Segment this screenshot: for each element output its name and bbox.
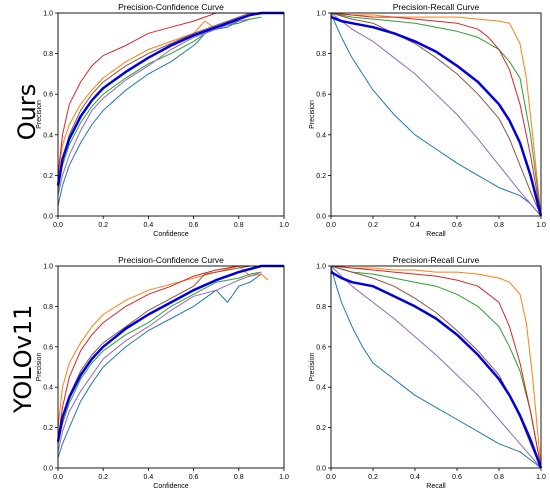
- chart-ours-pc-plot-frame: [57, 12, 285, 217]
- chart-ours-pc-title: Precision-Confidence Curve: [118, 2, 224, 12]
- chart-yolo-pc-y-tick-label: 0.0: [43, 466, 53, 473]
- chart-yolo-pc-x-tick-label: 0.0: [53, 474, 63, 481]
- chart-ours-pr-series-line-6: [330, 15, 543, 217]
- chart-yolo-pc-y-tick-label: 0.2: [43, 425, 53, 432]
- chart-yolo-pc-y-tick-label: 1.0: [43, 264, 53, 271]
- chart-yolo-pr-series-line-6: [330, 271, 543, 469]
- chart-ours-pc-series-line-5: [57, 12, 251, 186]
- chart-yolo-pc-x-tick-label: 0.8: [234, 474, 244, 481]
- chart-yolo-pc-series-line-3: [57, 265, 251, 438]
- chart-ours-pc-y-tick-label: 0.6: [43, 92, 53, 99]
- chart-ours-pc-series-line-1: [57, 18, 251, 176]
- chart-yolo-pr-series-line-3: [330, 265, 542, 469]
- chart-ours-pc-series-line-2: [57, 16, 262, 192]
- chart-ours-pc-y-tick-label: 1.0: [43, 11, 53, 18]
- chart-yolo-pc-series-line-1: [57, 265, 269, 428]
- chart-ours-pc-x-tick-label: 0.0: [53, 222, 63, 229]
- chart-yolo-pr-x-tick-label: 0.8: [494, 474, 504, 481]
- chart-yolo-pc-y-axis-label: Precision: [36, 353, 43, 382]
- chart-ours-pc-y-tick-label: 0.4: [43, 132, 53, 139]
- chart-yolo-pr-y-tick-label: 0.2: [316, 425, 326, 432]
- chart-yolo-pc-y-tick-label: 0.4: [43, 385, 53, 392]
- chart-ours-pc-x-tick-label: 1.0: [279, 222, 289, 229]
- chart-yolo-pr-series-line-0: [330, 265, 542, 469]
- chart-ours-pr-y-tick-label: 0.8: [316, 51, 326, 58]
- chart-ours-pc-x-tick-label: 0.6: [189, 222, 199, 229]
- chart-ours-pr-series-line-3: [330, 12, 542, 217]
- chart-yolo-pr-y-tick-label: 0.4: [316, 385, 326, 392]
- chart-ours-pr-series-line-4: [330, 12, 542, 217]
- chart-ours-pc-y-axis-label: Precision: [36, 100, 43, 129]
- chart-ours-pr-y-tick-label: 0.2: [316, 173, 326, 180]
- chart-yolo-pr-x-tick-label: 0.2: [368, 474, 378, 481]
- chart-ours-pc-y-tick-label: 0.0: [43, 214, 53, 221]
- chart-yolo-pc-y-tick-label: 0.8: [43, 304, 53, 311]
- chart-yolo-pc-y-tick-label: 0.6: [43, 344, 53, 351]
- chart-ours-pc-series-line-4: [57, 18, 251, 196]
- chart-ours-pc-x-tick-label: 0.8: [234, 222, 244, 229]
- chart-ours-pr-title: Precision-Recall Curve: [393, 2, 480, 12]
- chart-yolo-pr-y-tick-label: 0.6: [316, 344, 326, 351]
- chart-ours-pc-series-line-6: [56, 11, 284, 186]
- chart-yolo-pr-y-tick-label: 0.0: [316, 466, 326, 473]
- chart-ours-pr-series-line-0: [330, 12, 542, 217]
- chart-ours-pc-series-line-3: [57, 12, 251, 176]
- chart-yolo-pr-y-axis-label: Precision: [309, 353, 316, 382]
- chart-ours-pr-x-tick-label: 1.0: [536, 222, 546, 229]
- chart-ours-pr-y-tick-label: 0.6: [316, 92, 326, 99]
- chart-yolo-pc-plot-frame: [57, 265, 285, 469]
- chart-yolo-pr-series-line-1: [330, 265, 542, 469]
- chart-yolo-pr-title: Precision-Recall Curve: [393, 255, 480, 265]
- chart-ours-pr-x-tick-label: 0.4: [410, 222, 420, 229]
- chart-yolo-pr-series-line-4: [330, 265, 542, 469]
- chart-ours-pr-x-tick-label: 0.8: [494, 222, 504, 229]
- chart-yolo-pc-x-tick-label: 0.4: [144, 474, 154, 481]
- chart-ours-pr-x-tick-label: 0.0: [326, 222, 336, 229]
- chart-yolo-pc-x-tick-label: 0.6: [189, 474, 199, 481]
- chart-ours-pr-x-axis-label: Recall: [426, 231, 446, 238]
- chart-ours-pr-y-axis-label: Precision: [309, 100, 316, 129]
- chart-ours-pr-x-tick-label: 0.2: [368, 222, 378, 229]
- chart-yolo-pr-x-tick-label: 1.0: [536, 474, 546, 481]
- chart-yolo-pc-title: Precision-Confidence Curve: [118, 255, 224, 265]
- chart-ours-pr-x-tick-label: 0.6: [452, 222, 462, 229]
- chart-yolo-pr-series-line-5: [330, 265, 542, 469]
- chart-yolo-pc-x-tick-label: 1.0: [279, 474, 289, 481]
- chart-yolo-pr-x-axis-label: Recall: [426, 483, 446, 490]
- chart-yolo-pc-x-tick-label: 0.2: [98, 474, 108, 481]
- chart-ours-pc-y-tick-label: 0.2: [43, 173, 53, 180]
- chart-ours-pc-y-tick-label: 0.8: [43, 51, 53, 58]
- chart-ours-pr-y-tick-label: 1.0: [316, 11, 326, 18]
- chart-ours-pr-y-tick-label: 0.0: [316, 214, 326, 221]
- chart-yolo-pr-x-tick-label: 0.4: [410, 474, 420, 481]
- chart-ours-pr-y-tick-label: 0.4: [316, 132, 326, 139]
- chart-yolo-pr-y-tick-label: 0.8: [316, 304, 326, 311]
- chart-yolo-pr-y-tick-label: 1.0: [316, 264, 326, 271]
- chart-yolo-pr-plot-frame: [330, 265, 542, 469]
- chart-ours-pr-series-line-5: [330, 12, 542, 217]
- chart-yolo-pr-series-line-2: [330, 265, 542, 469]
- chart-ours-pr-series-line-1: [330, 12, 542, 217]
- chart-yolo-pc-series-line-6: [56, 264, 284, 442]
- chart-ours-pr-series-line-2: [330, 12, 542, 217]
- chart-yolo-pc-series-line-4: [57, 271, 262, 452]
- chart-yolo-pc-x-axis-label: Confidence: [153, 483, 189, 490]
- chart-ours-pc-x-tick-label: 0.2: [98, 222, 108, 229]
- chart-yolo-pc-series-line-2: [57, 271, 262, 444]
- chart-ours-pr-plot-frame: [330, 12, 542, 217]
- chart-ours-pc-x-tick-label: 0.4: [144, 222, 154, 229]
- chart-yolo-pr-x-tick-label: 0.0: [326, 474, 336, 481]
- chart-yolo-pr-x-tick-label: 0.6: [452, 474, 462, 481]
- chart-ours-pc-x-axis-label: Confidence: [153, 231, 189, 238]
- chart-yolo-pc-series-line-0: [57, 273, 262, 459]
- chart-ours-pc-series-line-0: [57, 18, 251, 206]
